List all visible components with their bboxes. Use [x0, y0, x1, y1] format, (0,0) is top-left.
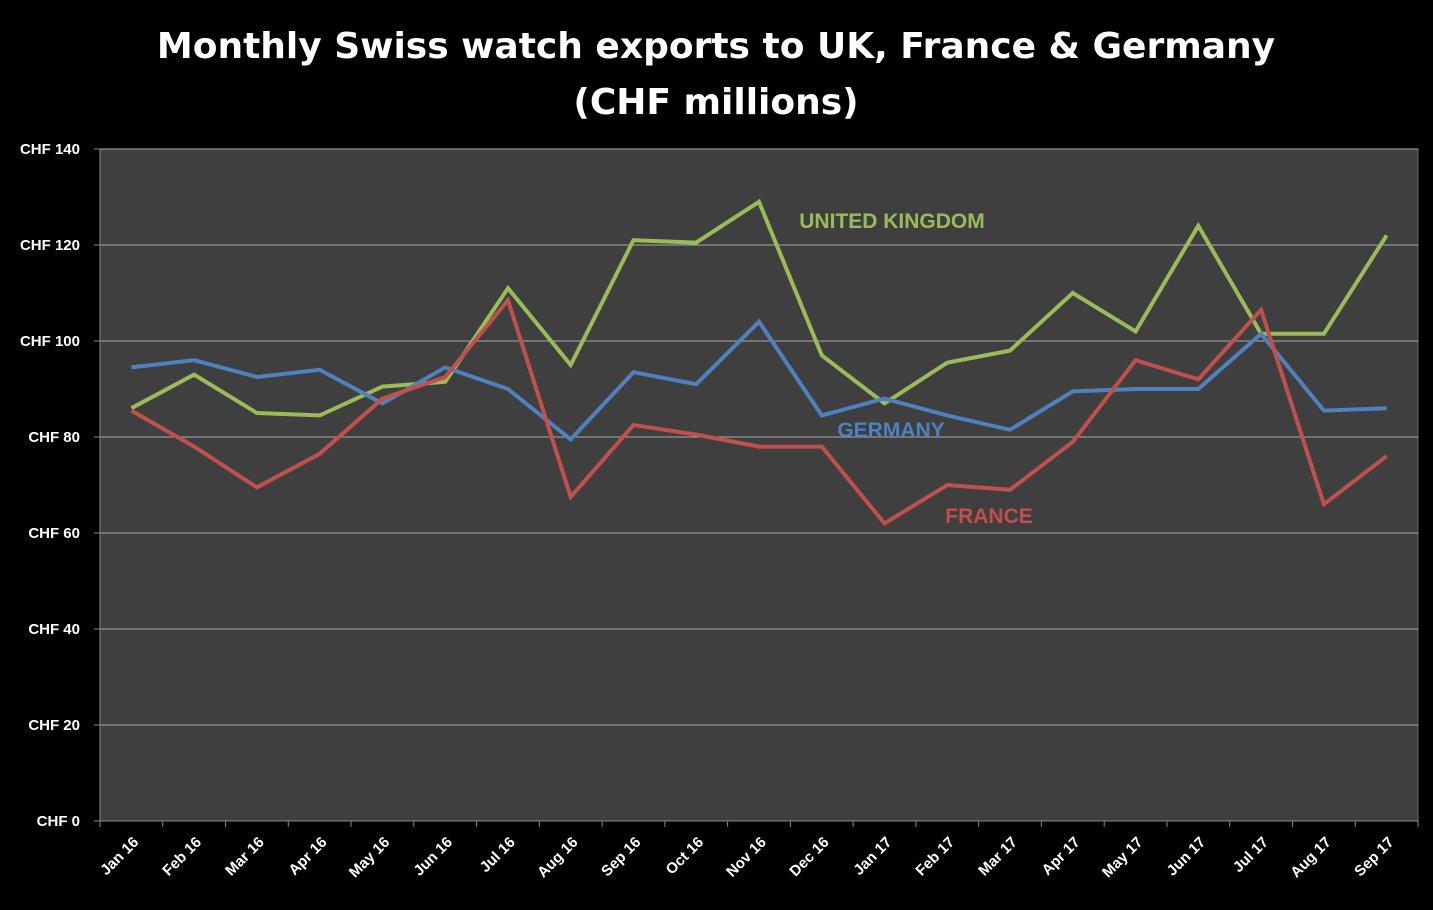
y-tick-label: CHF 40 [28, 621, 80, 638]
chart-subtitle: (CHF millions) [573, 82, 858, 123]
series-line-france [130, 296, 1388, 527]
series-label-united-kingdom: UNITED KINGDOM [799, 210, 985, 233]
y-tick-label: CHF 60 [28, 525, 80, 542]
y-tick-label: CHF 0 [37, 813, 80, 830]
y-tick-label: CHF 140 [20, 141, 80, 158]
series-line-united-kingdom [130, 198, 1389, 418]
y-tick-label: CHF 100 [20, 333, 80, 350]
y-axis: CHF 0 CHF 20 CHF 40 CHF 60 CHF 80 CHF 100 CHF … [20, 141, 101, 830]
chart-title: Monthly Swiss watch exports to UK, Franc… [157, 26, 1275, 67]
series-line-germany [131, 318, 1387, 443]
y-tick-label: CHF 120 [20, 237, 80, 254]
series-label-germany: GERMANY [837, 419, 944, 442]
series-labels: UNITED KINGDOM GERMANY FRANCE [799, 210, 1033, 528]
series-label-france: FRANCE [945, 505, 1033, 528]
y-tick-label: CHF 20 [28, 717, 80, 734]
plot-area [99, 148, 1419, 822]
gridlines [100, 148, 1418, 726]
series-lines [130, 198, 1389, 527]
y-tick-label: CHF 80 [28, 429, 80, 446]
